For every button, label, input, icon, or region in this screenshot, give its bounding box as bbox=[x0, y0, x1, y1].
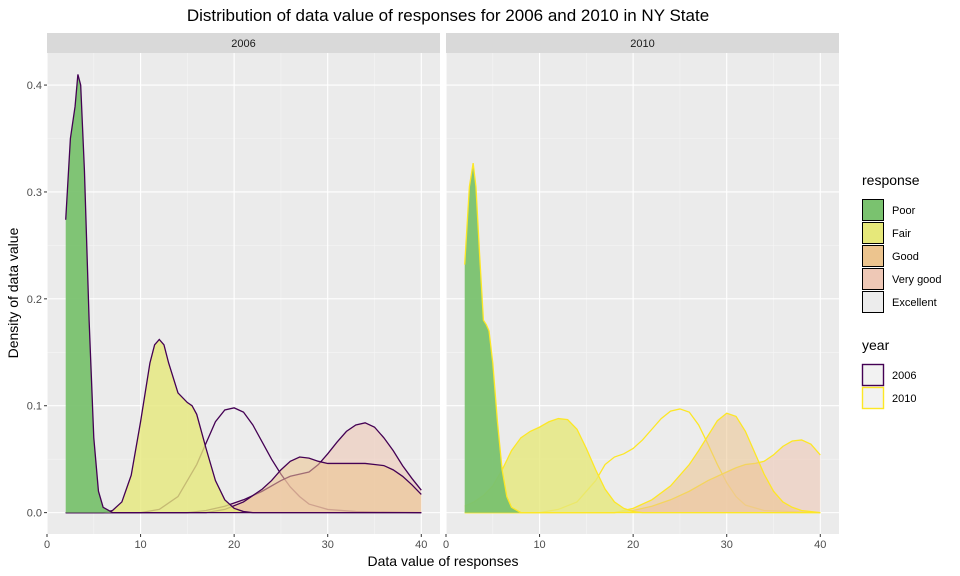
x-tick-label: 30 bbox=[322, 539, 334, 551]
density-area-poor bbox=[464, 163, 821, 513]
legend-label-excellent: Excellent bbox=[892, 297, 937, 309]
facet-panel-2010: 2010 0 10 20 30 40 bbox=[443, 33, 839, 551]
y-axis-title: Density of data value bbox=[5, 227, 21, 358]
density-line-very-good bbox=[65, 422, 422, 514]
density-area-good bbox=[65, 457, 422, 513]
legend-label-very-good: Very good bbox=[892, 274, 942, 286]
y-tick-label: 0.3 bbox=[27, 187, 42, 199]
x-tick-label: 0 bbox=[443, 539, 449, 551]
density-area-excellent bbox=[464, 408, 821, 513]
legend-label-2010: 2010 bbox=[892, 393, 916, 405]
density-area-fair bbox=[65, 339, 422, 513]
density-line-poor bbox=[464, 162, 821, 514]
density-area-good bbox=[464, 413, 821, 513]
facet-strip-label: 2010 bbox=[630, 38, 654, 50]
x-tick-label: 30 bbox=[721, 539, 733, 551]
legend-key-2006 bbox=[861, 363, 885, 387]
legend-key-excellent bbox=[862, 291, 884, 313]
density-line-good bbox=[65, 456, 422, 514]
x-tick-label: 20 bbox=[228, 539, 240, 551]
facet-strip-label: 2006 bbox=[231, 38, 255, 50]
facet-strip bbox=[446, 33, 839, 53]
x-tick-label: 40 bbox=[415, 539, 427, 551]
density-area-fair bbox=[464, 418, 821, 513]
x-tick-label: 0 bbox=[44, 539, 50, 551]
density-area-excellent bbox=[65, 407, 422, 513]
legend-key-good bbox=[862, 245, 884, 267]
x-tick-label: 20 bbox=[627, 539, 639, 551]
legend-label-2006: 2006 bbox=[892, 370, 916, 382]
density-line-fair bbox=[65, 338, 422, 514]
legend-title-year: year bbox=[862, 337, 890, 353]
legend-label-fair: Fair bbox=[892, 228, 911, 240]
facet-panel-2006: 2006 0 10 20 30 40 0.0 0.1 0.2 0.3 0.4 bbox=[27, 33, 440, 551]
x-tick-label: 40 bbox=[814, 539, 826, 551]
x-tick-label: 10 bbox=[533, 539, 545, 551]
legend-title-response: response bbox=[862, 172, 920, 188]
density-line-good bbox=[464, 412, 821, 514]
density-line-poor bbox=[65, 74, 422, 514]
chart-title: Distribution of data value of responses … bbox=[187, 6, 709, 25]
legend: response Poor Fair Good Very good Excellent ye… bbox=[861, 172, 942, 410]
y-tick-label: 0.0 bbox=[27, 508, 42, 520]
x-tick-label: 10 bbox=[134, 539, 146, 551]
legend-key-poor bbox=[862, 199, 884, 221]
legend-label-good: Good bbox=[892, 251, 919, 263]
legend-label-poor: Poor bbox=[892, 205, 916, 217]
legend-key-very-good bbox=[862, 268, 884, 290]
y-tick-label: 0.4 bbox=[27, 80, 42, 92]
legend-key-2010 bbox=[861, 386, 885, 410]
x-axis-title: Data value of responses bbox=[368, 553, 519, 569]
facet-strip bbox=[47, 33, 440, 53]
y-tick-label: 0.1 bbox=[27, 401, 42, 413]
y-tick-label: 0.2 bbox=[27, 294, 42, 306]
legend-key-fair bbox=[862, 222, 884, 244]
